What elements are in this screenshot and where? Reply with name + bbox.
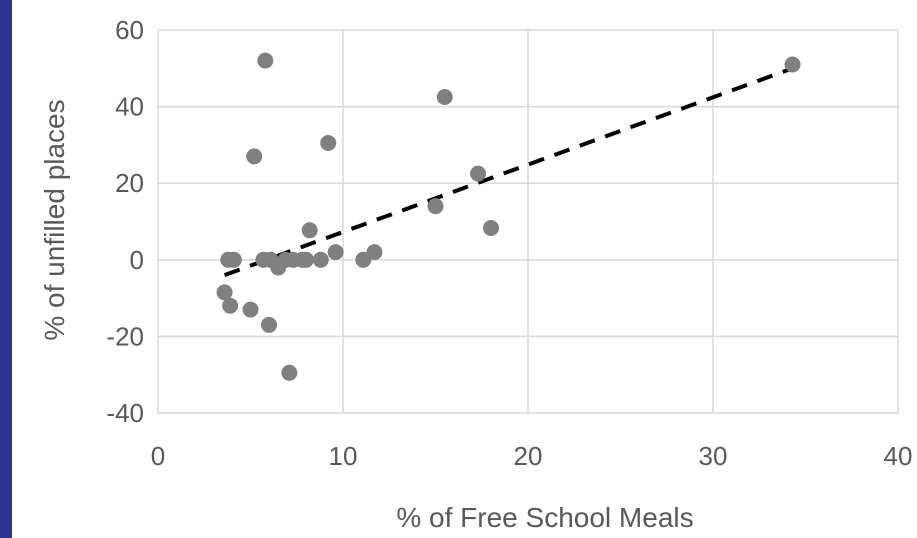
y-tick-label: 40 [115, 92, 144, 122]
data-point [427, 198, 444, 215]
data-point [298, 251, 314, 268]
data-point [261, 316, 277, 333]
data-point [327, 244, 344, 261]
x-axis-title: % of Free School Meals [396, 502, 693, 533]
x-tick-label: 30 [699, 441, 728, 471]
x-tick-label: 40 [884, 441, 913, 471]
y-tick-label: 60 [115, 15, 144, 45]
grid-layer [157, 29, 899, 414]
data-point [242, 301, 259, 318]
data-point [222, 297, 239, 314]
y-axis-title: % of unfilled places [39, 99, 70, 340]
chart-frame: -40 -20 0 20 40 60 0 10 20 30 40 % of Free School … [12, 0, 917, 538]
x-tick-label: 0 [151, 441, 165, 471]
trendline [223, 66, 794, 277]
data-point [366, 244, 383, 261]
data-point [281, 364, 298, 381]
x-tick-label: 10 [329, 441, 358, 471]
x-tick-label: 20 [514, 441, 543, 471]
data-point [216, 284, 233, 301]
data-point [257, 52, 274, 69]
data-point [270, 259, 287, 276]
y-tick-label: 0 [130, 245, 144, 275]
scatter-chart: -40 -20 0 20 40 60 0 10 20 30 40 % of Free School … [39, 15, 912, 533]
trendline-layer [223, 66, 794, 277]
points-layer [216, 52, 801, 381]
y-tick-label: -40 [106, 398, 144, 428]
data-point [312, 251, 329, 268]
y-tick-label: 20 [115, 168, 144, 198]
tick-labels-layer: -40 -20 0 20 40 60 0 10 20 30 40 [106, 15, 912, 471]
data-point [225, 251, 242, 268]
data-point [246, 148, 263, 165]
data-point [470, 165, 487, 182]
data-point [301, 222, 318, 239]
y-tick-label: -20 [106, 321, 144, 351]
data-point [483, 220, 499, 237]
data-point [320, 134, 337, 151]
data-point [436, 89, 453, 106]
data-point [784, 56, 801, 73]
